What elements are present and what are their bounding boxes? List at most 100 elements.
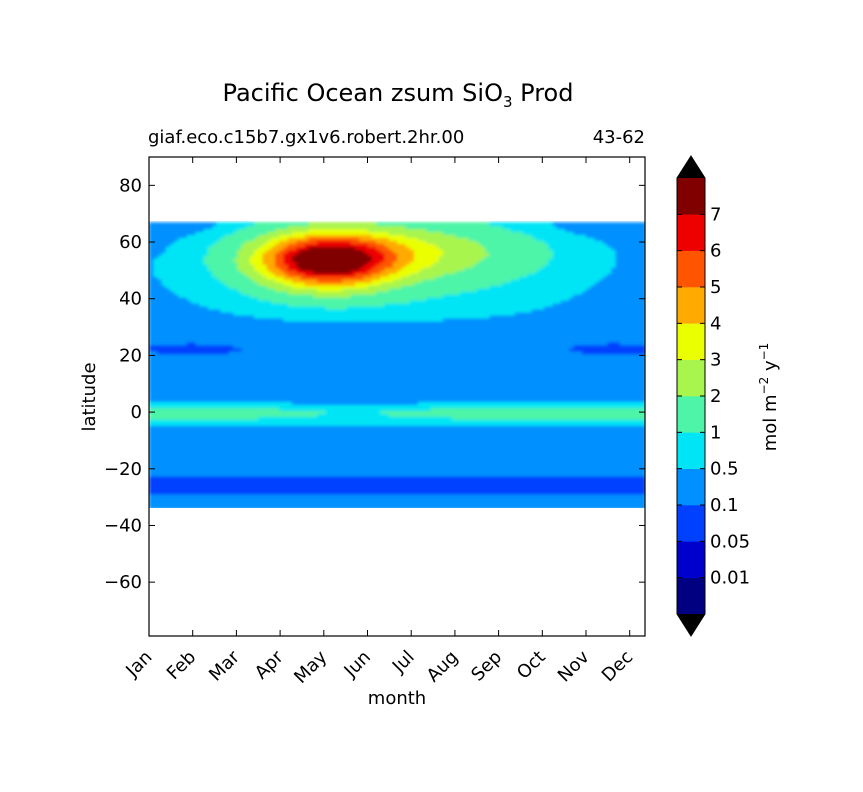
contour-cell — [182, 401, 188, 405]
contour-cell — [539, 398, 546, 402]
contour-cell — [199, 433, 205, 438]
contour-cell — [619, 484, 625, 489]
contour-cell — [535, 427, 541, 432]
contour-cell — [426, 502, 432, 507]
contour-cell — [333, 398, 340, 402]
contour-cell — [338, 451, 344, 456]
contour-cell — [241, 433, 247, 438]
contour-cell — [329, 427, 335, 432]
contour-cell — [199, 472, 205, 477]
contour-cell — [178, 380, 184, 385]
contour-cell — [333, 502, 340, 507]
contour-cell — [237, 419, 243, 423]
contour-cell — [308, 487, 314, 492]
contour-cell — [426, 421, 432, 426]
contour-cell — [275, 427, 281, 432]
contour-cell — [346, 404, 352, 408]
contour-cell — [350, 445, 356, 450]
contour-cell — [304, 466, 310, 471]
contour-cell — [174, 424, 180, 429]
contour-cell — [443, 398, 449, 402]
contour-cell — [531, 451, 537, 456]
contour-cell — [245, 404, 251, 408]
contour-cell — [548, 427, 554, 432]
contour-cell — [565, 419, 571, 423]
contour-cell — [455, 505, 461, 508]
contour-cell — [619, 421, 625, 426]
contour-cell — [472, 410, 478, 414]
contour-cell — [317, 493, 323, 498]
contour-cell — [380, 401, 386, 405]
contour-cell — [249, 427, 255, 432]
contour-cell — [304, 410, 310, 414]
contour-cell — [443, 472, 449, 477]
contour-cell — [569, 457, 575, 462]
contour-cell — [333, 386, 340, 391]
contour-cell — [581, 451, 588, 456]
contour-cell — [392, 389, 398, 394]
contour-cell — [308, 419, 314, 423]
contour-cell — [283, 419, 289, 423]
contour-cell — [506, 487, 512, 492]
contour-cell — [317, 398, 323, 402]
contour-cell — [325, 430, 331, 435]
contour-cell — [178, 457, 184, 462]
contour-cell — [476, 392, 482, 397]
contour-cell — [170, 424, 176, 429]
contour-cell — [380, 484, 386, 489]
contour-cell — [363, 389, 369, 394]
contour-cell — [258, 466, 264, 471]
contour-cell — [170, 389, 176, 394]
contour-cell — [485, 499, 491, 504]
contour-cell — [388, 457, 394, 462]
contour-cell — [451, 421, 457, 426]
contour-cell — [367, 463, 373, 468]
contour-cell — [497, 436, 503, 441]
contour-cell — [350, 436, 356, 441]
contour-cell — [422, 427, 428, 432]
contour-cell — [493, 466, 499, 471]
contour-cell — [224, 380, 230, 385]
contour-cell — [544, 466, 550, 471]
contour-cell — [409, 433, 415, 438]
contour-cell — [241, 502, 247, 507]
contour-cell — [153, 436, 159, 441]
contour-cell — [510, 475, 516, 480]
contour-cell — [161, 380, 167, 385]
contour-cell — [527, 427, 533, 432]
contour-cell — [502, 439, 508, 444]
contour-cell — [312, 493, 319, 498]
contour-cell — [186, 475, 192, 480]
contour-cell — [518, 436, 524, 441]
contour-cell — [565, 499, 571, 504]
contour-cell — [191, 416, 197, 420]
contour-cell — [560, 383, 567, 388]
contour-cell — [481, 445, 487, 450]
contour-cell — [186, 395, 192, 400]
contour-cell — [518, 392, 524, 397]
contour-cell — [203, 392, 209, 397]
contour-cell — [371, 454, 377, 459]
contour-cell — [489, 469, 495, 474]
contour-cell — [174, 487, 180, 492]
contour-cell — [317, 413, 323, 417]
contour-cell — [371, 472, 377, 477]
contour-cell — [224, 472, 230, 477]
contour-cell — [611, 424, 617, 429]
contour-cell — [397, 407, 403, 411]
contour-cell — [174, 427, 180, 432]
contour-cell — [178, 472, 184, 477]
contour-cell — [485, 413, 491, 417]
contour-cell — [476, 496, 482, 501]
contour-cell — [233, 466, 239, 471]
contour-cell — [418, 451, 424, 456]
contour-cell — [455, 433, 461, 438]
contour-cell — [632, 421, 638, 426]
contour-cell — [527, 493, 533, 498]
contour-cell — [577, 448, 583, 453]
contour-cell — [586, 389, 592, 394]
contour-cell — [472, 416, 478, 420]
contour-cell — [623, 416, 630, 420]
contour-cell — [317, 487, 323, 492]
contour-cell — [220, 392, 226, 397]
